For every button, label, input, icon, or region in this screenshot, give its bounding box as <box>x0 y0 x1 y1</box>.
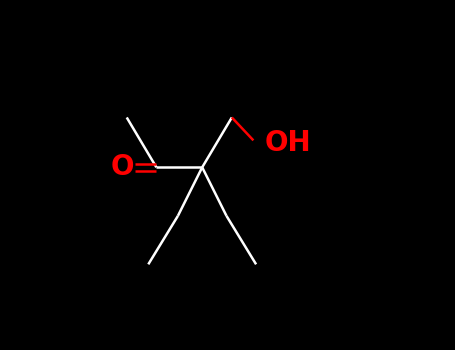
Text: OH: OH <box>264 129 311 157</box>
Text: O: O <box>111 153 134 181</box>
